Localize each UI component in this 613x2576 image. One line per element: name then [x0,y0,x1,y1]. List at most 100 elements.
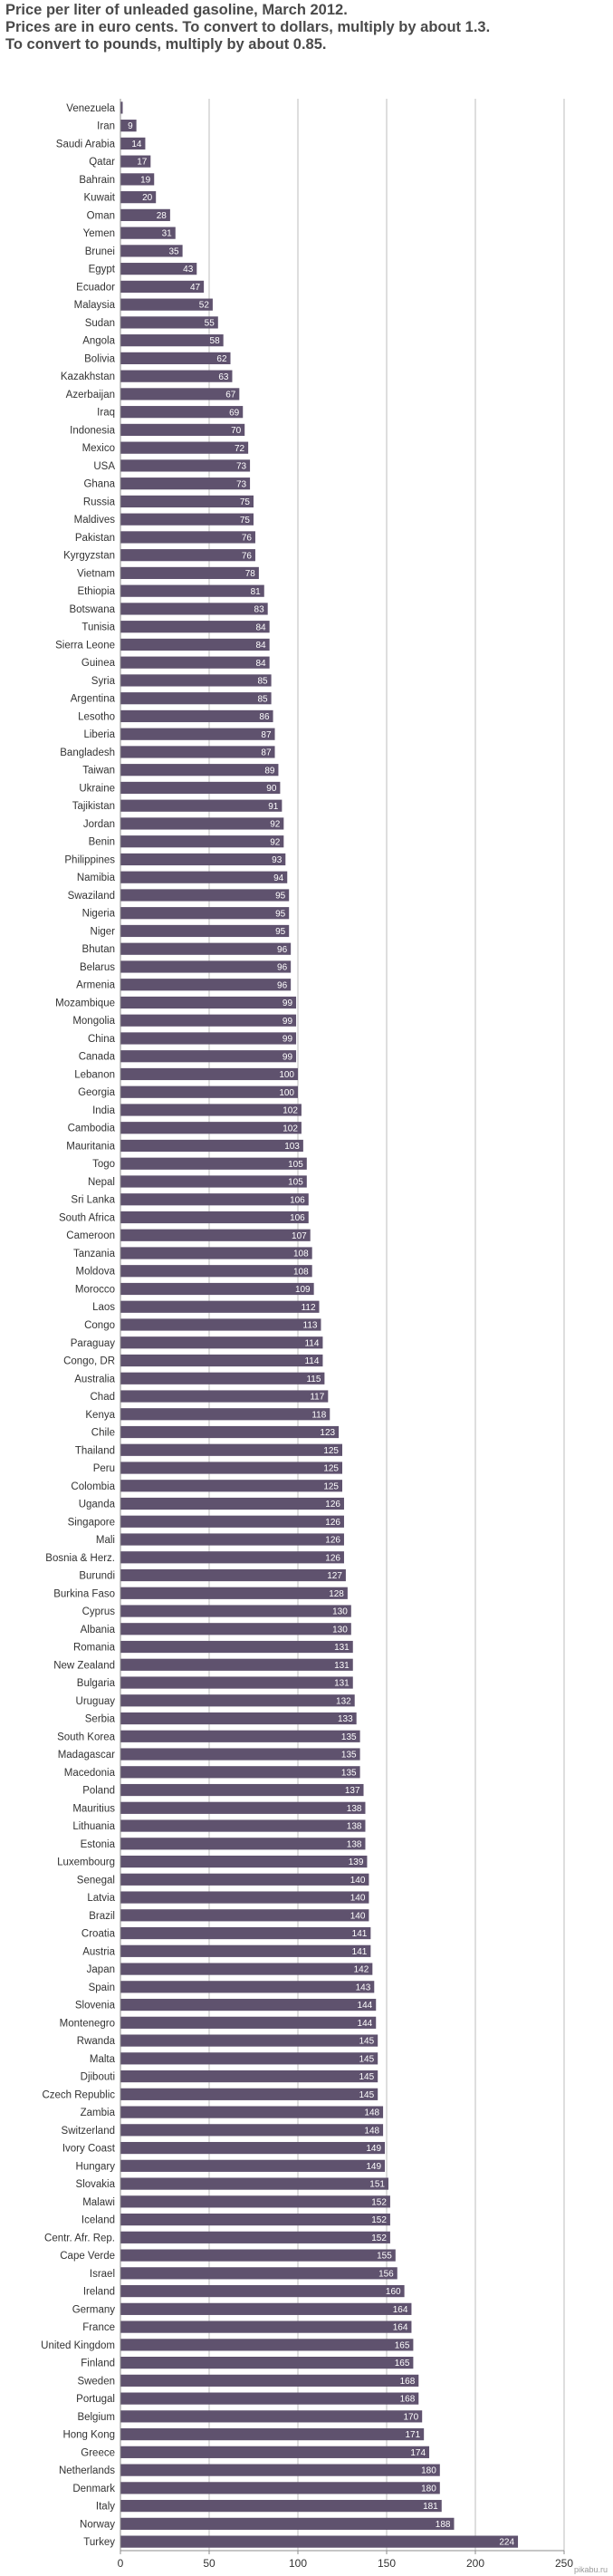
data-label: 100 [279,1088,294,1098]
category-label: Sri Lanka [71,1195,115,1206]
bar [120,1515,344,1528]
data-label: 100 [279,1070,294,1080]
data-label: 145 [359,2037,375,2047]
bar [120,942,292,955]
category-label: Moldova [76,1267,116,1278]
data-label: 73 [236,479,247,489]
data-label: 144 [358,2019,373,2029]
chart-subtitle-currency-note: Prices are in euro cents. To convert to … [5,19,491,35]
bar [120,2464,440,2476]
bar [120,2249,396,2262]
data-label: 55 [205,318,216,328]
data-label: 165 [395,2359,410,2369]
bar [120,764,279,777]
bar [120,423,245,437]
data-label: 152 [371,2215,387,2225]
data-label: 141 [352,1929,368,1939]
category-label: Japan [87,1964,115,1975]
category-label: Senegal [77,1875,115,1886]
data-label: 106 [290,1213,305,1223]
bar [120,227,176,239]
category-label: Vietnam [77,568,115,579]
data-label: 137 [345,1786,360,1796]
category-label: Germany [72,2304,116,2315]
bar [120,692,272,705]
bar [120,584,264,597]
category-label: Burkina Faso [53,1588,115,1599]
category-label: Oman [87,210,115,221]
category-label: Benin [89,837,115,848]
bar [120,1282,314,1296]
bar [120,2195,390,2208]
bar [120,298,213,311]
bar [120,263,197,275]
category-label: Estonia [81,1839,116,1850]
category-label: Qatar [89,157,115,168]
data-label: 96 [277,980,288,990]
data-label: 125 [323,1481,339,1491]
data-label: 126 [325,1500,340,1510]
data-label: 118 [311,1410,326,1420]
category-label: Macedonia [64,1768,116,1779]
data-label: 125 [323,1464,339,1474]
data-label: 135 [341,1751,357,1761]
data-label: 85 [257,677,268,687]
category-label: Tunisia [81,622,115,633]
category-label: Peru [93,1463,115,1474]
bar [120,907,290,920]
bar [120,728,275,740]
bar [120,1998,377,2012]
bar [120,2357,414,2369]
bar [120,2320,412,2333]
data-label: 72 [235,444,245,454]
bar [120,621,270,633]
data-label: 133 [338,1714,353,1724]
category-label: Colombia [71,1481,115,1492]
data-label: 145 [359,2090,375,2100]
data-label: 130 [332,1625,348,1635]
bar [120,1247,312,1259]
category-label: Liberia [83,729,115,740]
category-label: Indonesia [70,425,115,436]
data-label: 20 [142,193,153,203]
category-label: Lebanon [74,1069,115,1080]
bar [120,1658,353,1671]
bar [120,1211,309,1224]
bar [120,388,240,400]
bar [120,1730,360,1742]
category-label: Kazakhstan [61,371,115,382]
category-label: Slovakia [76,2179,116,2190]
data-label: 149 [366,2162,381,2172]
category-label: Hong Kong [62,2430,115,2441]
chart-title: Price per liter of unleaded gasoline, Ma… [5,2,348,18]
category-label: Ghana [83,479,115,490]
category-label: Latvia [87,1893,115,1904]
bar [120,1551,344,1564]
category-label: Burundi [79,1571,115,1582]
bar [120,2052,378,2065]
bar [120,478,251,490]
category-label: Portugal [76,2394,115,2405]
bar [120,531,255,544]
data-label: 96 [277,945,288,955]
data-label: 69 [229,408,240,418]
bar [120,2410,423,2423]
category-label: Switzerland [62,2126,115,2137]
data-label: 84 [256,622,267,632]
data-label: 168 [400,2377,416,2387]
category-label: Mongolia [72,1016,115,1027]
bar [120,137,146,150]
bar [120,245,183,257]
bar [120,674,272,687]
data-label: 76 [242,551,253,561]
data-label: 170 [404,2412,419,2422]
bar [120,1712,357,1725]
category-label: Maldives [74,515,116,526]
bar [120,709,273,723]
data-label: 144 [358,2001,373,2011]
data-label: 87 [261,730,272,740]
category-label: Czech Republic [42,2089,115,2100]
category-label: Uruguay [76,1696,116,1707]
category-label: Brazil [89,1911,115,1922]
category-label: Mozambique [55,998,115,1008]
